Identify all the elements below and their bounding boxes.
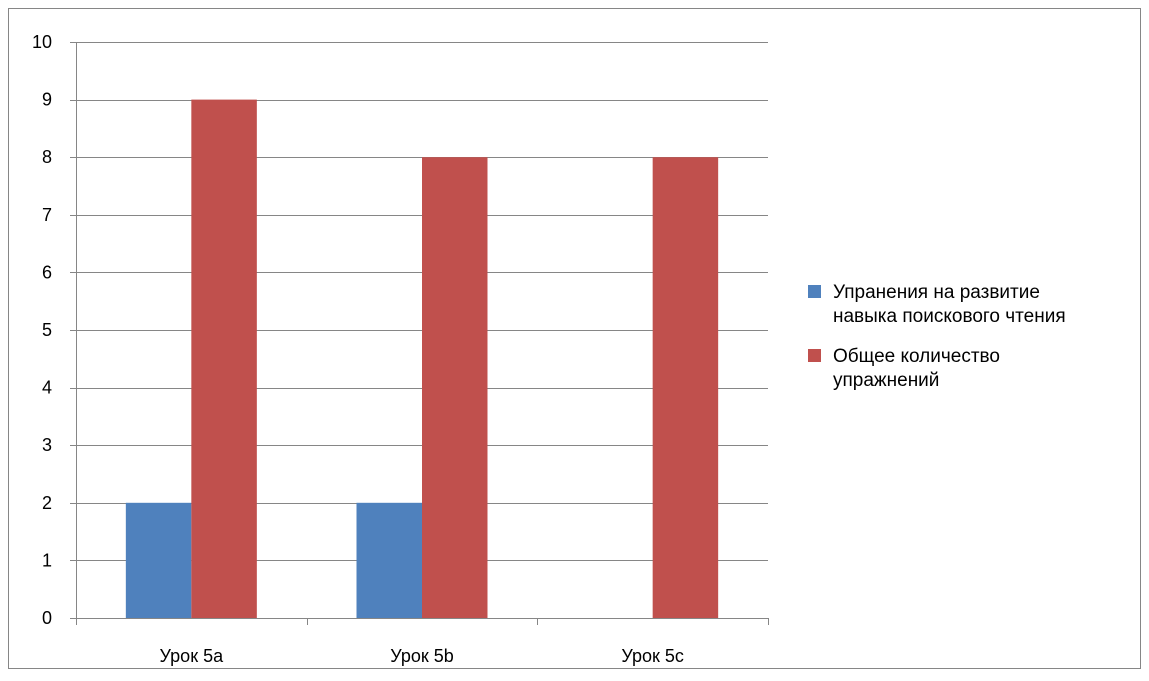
legend: Упранения на развитие навыка поискового ч… xyxy=(808,282,1066,391)
legend-label: упражнений xyxy=(833,370,939,391)
legend-swatch xyxy=(808,349,821,362)
x-tick-label: Урок 5a xyxy=(160,646,225,666)
x-tick-labels: Урок 5a Урок 5b Урок 5c xyxy=(160,646,684,666)
y-tick-label: 1 xyxy=(42,550,52,570)
legend-label: Общее количество xyxy=(833,346,1000,367)
legend-label: навыка поискового чтения xyxy=(833,306,1066,327)
y-tick-labels: 0 1 2 3 4 5 6 7 8 9 10 xyxy=(32,32,52,628)
y-tick-label: 3 xyxy=(42,435,52,455)
y-tick-label: 10 xyxy=(32,32,52,52)
bar xyxy=(356,502,422,618)
legend-label: Упранения на развитие xyxy=(833,282,1040,303)
y-tick-label: 8 xyxy=(42,147,52,167)
legend-swatch xyxy=(808,285,821,298)
axes xyxy=(70,42,769,625)
y-tick-label: 7 xyxy=(42,205,52,225)
y-tick-label: 5 xyxy=(42,320,52,340)
y-tick-label: 0 xyxy=(42,608,52,628)
bar xyxy=(422,157,488,618)
bar xyxy=(652,157,719,618)
y-tick-label: 9 xyxy=(42,90,52,110)
bars xyxy=(125,99,719,619)
x-tick-label: Урок 5b xyxy=(390,646,454,666)
bar xyxy=(125,502,192,618)
y-tick-label: 4 xyxy=(42,378,52,398)
x-tick-label: Урок 5c xyxy=(621,646,684,666)
bar xyxy=(191,99,257,619)
y-tick-label: 6 xyxy=(42,262,52,282)
y-tick-label: 2 xyxy=(42,493,52,513)
